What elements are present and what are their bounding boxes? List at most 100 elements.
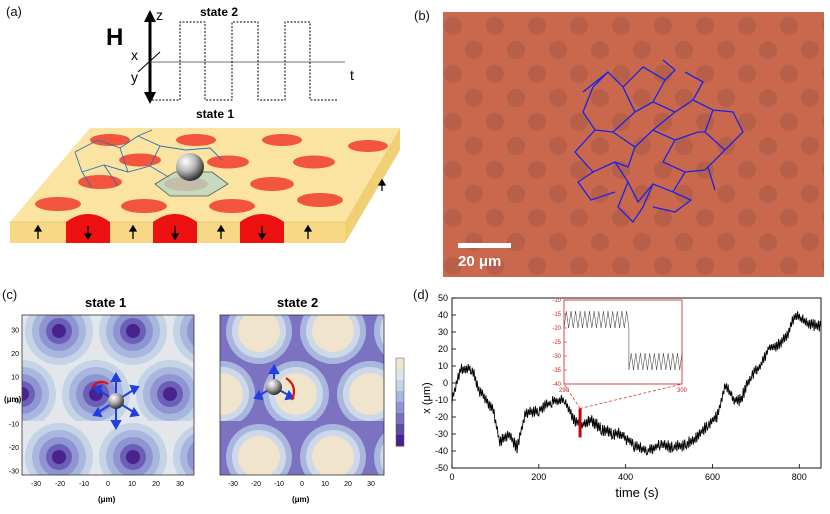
panel-a-label: (a) xyxy=(6,4,22,19)
state2-xtick: -10 xyxy=(274,481,284,488)
trajectory-network xyxy=(574,59,744,224)
axis-x-label: x xyxy=(131,47,138,63)
chart-ytick-label: 30 xyxy=(438,327,448,337)
colloid-bead xyxy=(176,153,204,181)
chart-ytick-label: -50 xyxy=(435,463,448,473)
state2-xtick: 10 xyxy=(321,481,329,488)
chart-ytick-label: -30 xyxy=(435,429,448,439)
inset-ytick-label: -40 xyxy=(552,382,561,388)
magnetization-arrows xyxy=(33,178,387,241)
square-wave xyxy=(152,21,338,101)
inset-ytick-label: -30 xyxy=(552,354,561,360)
chart-series-line xyxy=(451,311,822,456)
field-symbol: H xyxy=(106,24,123,51)
chart-ytick-label: 0 xyxy=(443,378,448,388)
inset-connector-right xyxy=(579,383,683,409)
state1-title: state 1 xyxy=(85,295,126,310)
state1-ylabel: (μm) xyxy=(4,395,22,404)
state1-xtick: 20 xyxy=(152,481,160,488)
inset-frame xyxy=(563,299,683,385)
state2-xtick: -30 xyxy=(228,481,238,488)
state1-ytick: -20 xyxy=(9,445,19,452)
chart-ytick-label: -40 xyxy=(435,446,448,456)
state1-ytick: -10 xyxy=(9,422,19,429)
state1-ytick: 30 xyxy=(11,328,19,335)
panel-b-micrograph: 20 μm xyxy=(443,12,824,277)
state2-xtick: -20 xyxy=(251,481,261,488)
state1-xtick: 10 xyxy=(128,481,136,488)
colorbar-swatch xyxy=(396,369,404,381)
colorbar-swatch xyxy=(396,402,404,414)
panel-d-chart: x (μm) time (s) 0 200 400 600 800 50 40 30 20 10 0… xyxy=(421,293,822,500)
x-axis-line xyxy=(137,51,161,73)
state2-potential-map xyxy=(219,314,385,476)
colorbar xyxy=(395,357,405,447)
axis-y-label: y xyxy=(131,69,138,85)
scale-bar xyxy=(458,243,511,248)
hexagon-cell xyxy=(154,171,229,197)
state2-rotation-arrow xyxy=(285,377,296,401)
colorbar-swatch xyxy=(396,358,404,370)
axis-z-label: z xyxy=(156,7,163,23)
colorbar-swatch xyxy=(396,435,404,447)
chart-xtick-label: 0 xyxy=(449,472,454,482)
state1-xlabel: (μm) xyxy=(98,495,116,504)
state1-xtick: -30 xyxy=(31,481,41,488)
state2-xtick: 0 xyxy=(300,481,304,488)
substrate-side xyxy=(345,128,400,243)
inset-xtick-label: 300 xyxy=(677,388,688,394)
chart-ytick-label: 40 xyxy=(438,310,448,320)
panel-b-label: (b) xyxy=(414,8,430,23)
state1-xtick: -10 xyxy=(79,481,89,488)
field-arrow-down xyxy=(144,92,156,104)
colorbar-swatch xyxy=(396,391,404,403)
chart-ytick-label: -10 xyxy=(435,395,448,405)
scale-bar-label: 20 μm xyxy=(458,253,501,270)
chart-highlight-segment xyxy=(578,408,582,438)
state1-ytick: 20 xyxy=(11,351,19,358)
chart-xlabel: time (s) xyxy=(615,485,658,500)
state1-ytick: -30 xyxy=(9,469,19,476)
state1-xtick: -20 xyxy=(55,481,65,488)
chart-xtick-label: 600 xyxy=(705,472,720,482)
panel-c-figure: state 1 state 2 -30 -20 -10 0 10 20 30 -30 -20 -… xyxy=(4,295,405,504)
chart-xtick-label: 200 xyxy=(531,472,546,482)
panel-d-label: (d) xyxy=(413,287,429,302)
chart-ytick-label: 50 xyxy=(438,293,448,303)
state2-xlabel: (μm) xyxy=(292,495,310,504)
colorbar-swatch xyxy=(396,424,404,436)
field-arrow-up xyxy=(144,10,156,22)
state1-label: state 1 xyxy=(196,107,234,121)
colorbar-swatch xyxy=(396,380,404,392)
chart-ytick-label: 20 xyxy=(438,344,448,354)
state1-ytick: 0 xyxy=(15,398,19,405)
colorbar-swatch xyxy=(396,413,404,425)
state2-title: state 2 xyxy=(277,295,318,310)
inset-ytick-label: -25 xyxy=(552,340,561,346)
state2-bead xyxy=(266,379,282,395)
chart-xtick-label: 800 xyxy=(792,472,807,482)
inset-ytick-label: -10 xyxy=(552,298,561,304)
state1-xtick: 30 xyxy=(176,481,184,488)
axis-t-label: t xyxy=(350,67,354,83)
state2-xtick: 30 xyxy=(367,481,375,488)
state2-label: state 2 xyxy=(200,5,238,19)
inset-xtick-label: 290 xyxy=(559,388,570,394)
inset-series-line xyxy=(563,311,683,371)
state1-rotation-arrow xyxy=(91,380,109,389)
chart-ytick-label: 10 xyxy=(438,361,448,371)
inset-ytick-label: -35 xyxy=(552,368,561,374)
inset-ytick-label: -15 xyxy=(552,312,561,318)
state1-bead-arrows xyxy=(92,371,140,431)
chart-xtick-label: 400 xyxy=(618,472,633,482)
inset-ytick-label: -20 xyxy=(552,326,561,332)
state1-bead xyxy=(108,393,124,409)
chart-ylabel: x (μm) xyxy=(421,382,433,413)
panel-c-label: (c) xyxy=(2,287,18,302)
state2-xtick: 20 xyxy=(344,481,352,488)
chart-ytick-label: -20 xyxy=(435,412,448,422)
panel-a-figure: H z x y t state 2 state 1 xyxy=(10,5,400,243)
state1-xtick: 0 xyxy=(106,481,110,488)
state1-ytick: 10 xyxy=(11,375,19,382)
network-lines xyxy=(74,129,223,189)
